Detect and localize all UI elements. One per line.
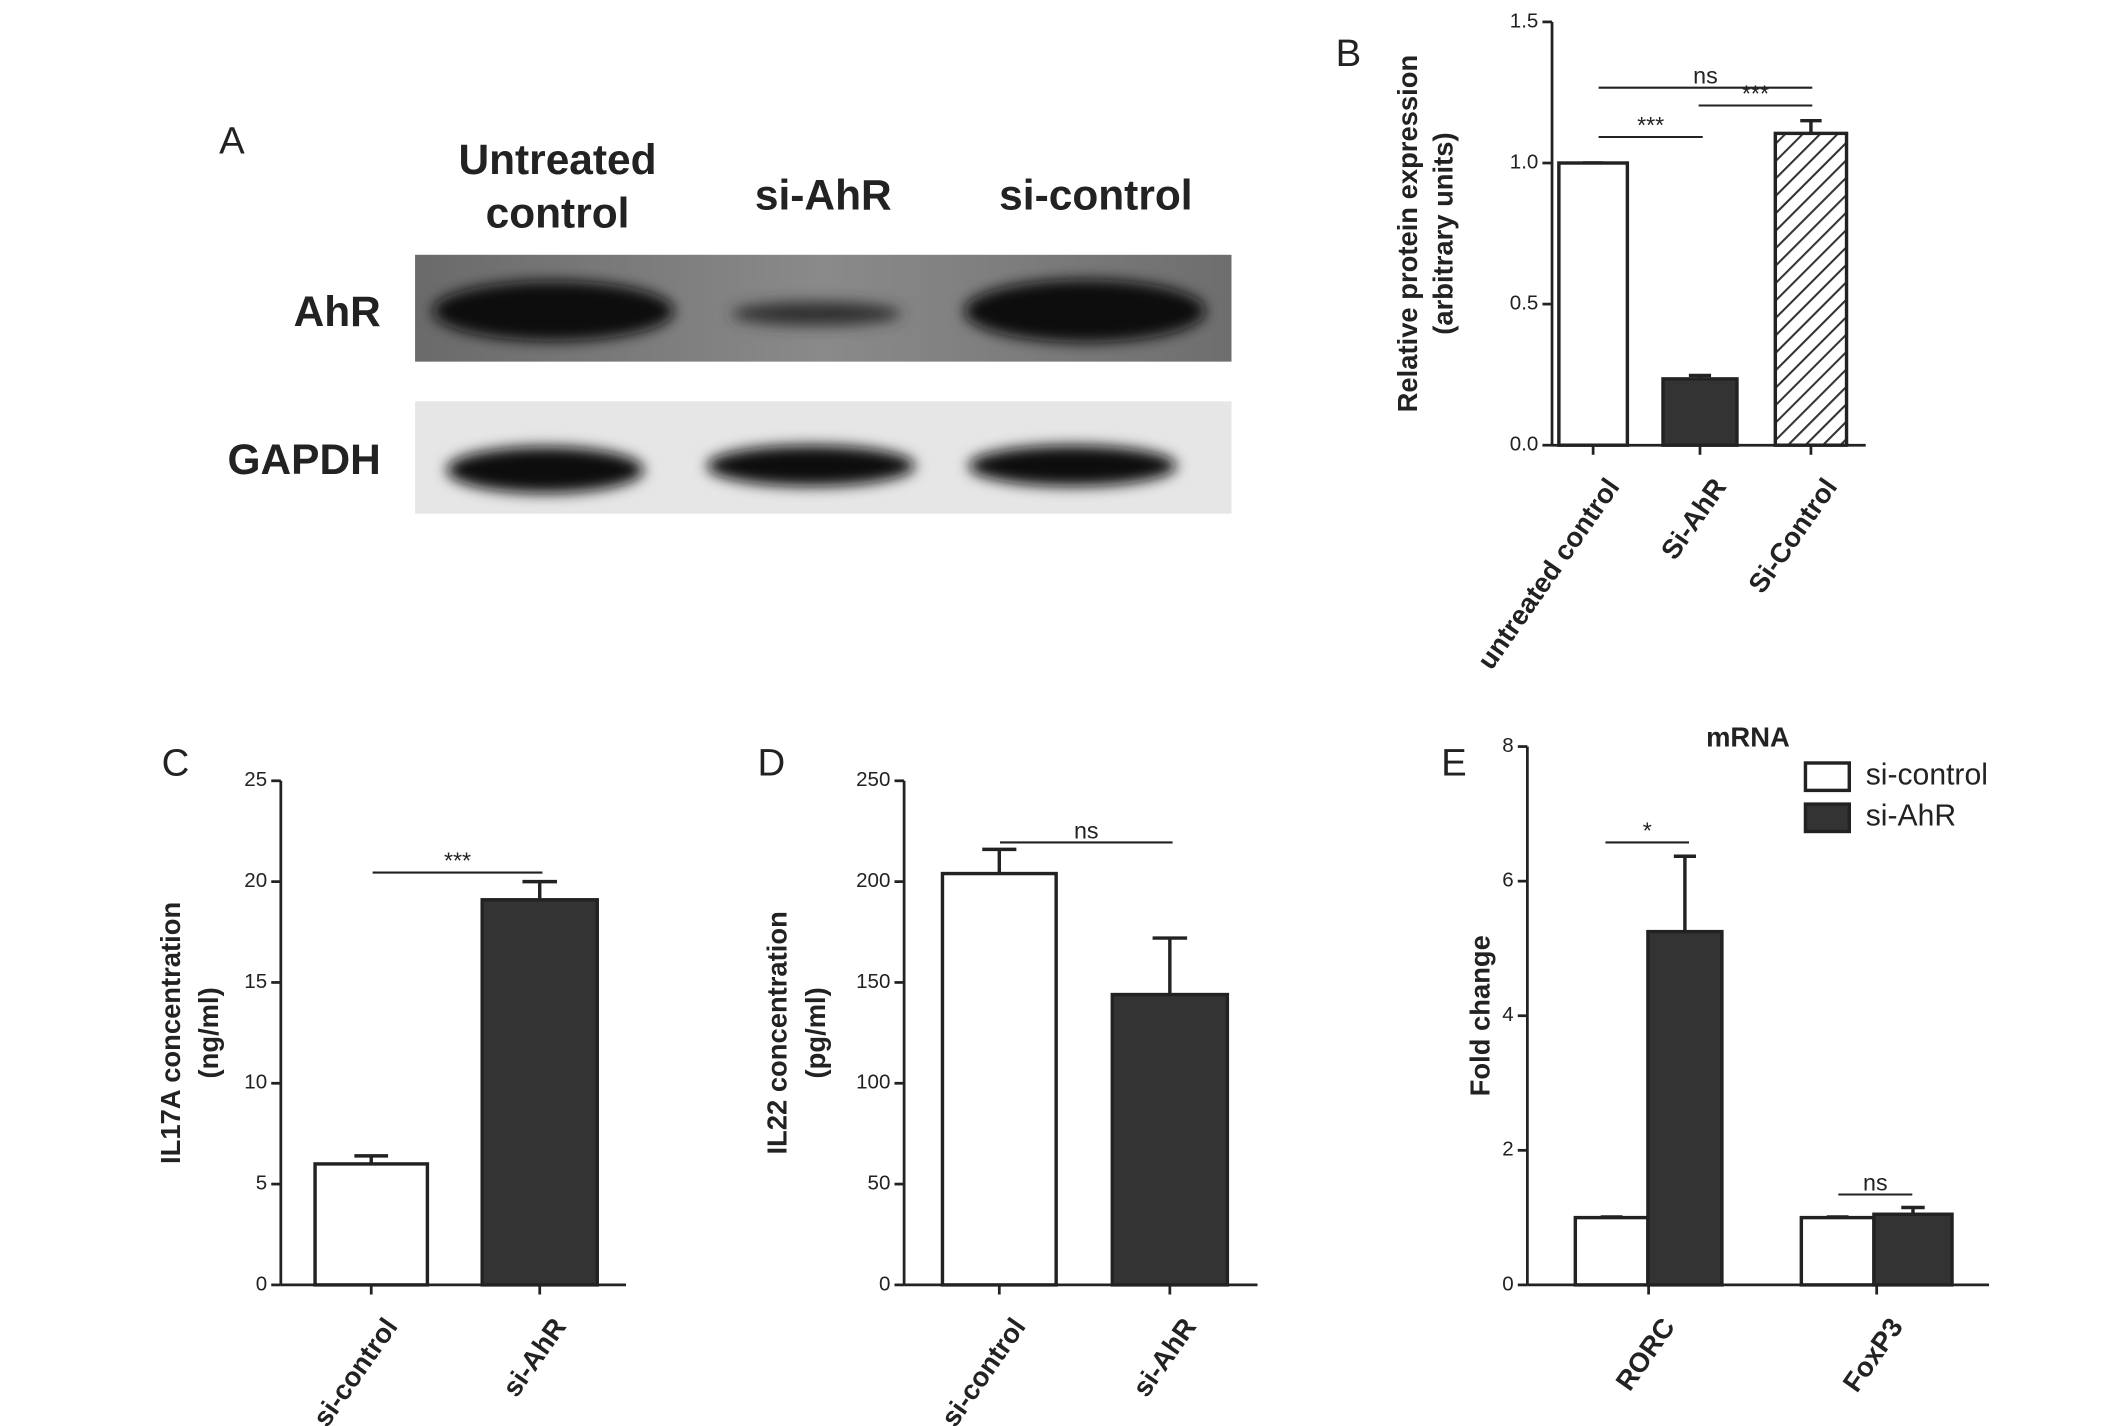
x-tick-label: Si-AhR <box>1654 472 1732 565</box>
y-tick-label: 2 <box>1502 1138 1513 1161</box>
x-tick-label: RORC <box>1609 1312 1681 1396</box>
x-tick-label: si-control <box>935 1312 1032 1426</box>
bar <box>1773 131 1849 447</box>
significance: * <box>1643 817 1652 843</box>
x-tick-label: FoxP3 <box>1836 1312 1909 1397</box>
bar <box>940 871 1058 1287</box>
lane-label: si-AhR <box>755 172 892 219</box>
x-tick-label: untreated control <box>1471 472 1626 674</box>
y-axis-label: Fold change <box>1464 935 1495 1096</box>
significance: ns <box>1693 63 1718 89</box>
bar <box>1573 1215 1650 1287</box>
y-tick-label: 150 <box>856 970 890 993</box>
bar <box>1799 1215 1876 1287</box>
y-tick-label: 0 <box>1502 1272 1513 1295</box>
panel-letter: C <box>162 741 190 784</box>
y-tick-label: 0.5 <box>1510 292 1539 315</box>
y-tick-label: 5 <box>256 1172 267 1195</box>
y-tick-label: 0 <box>879 1272 890 1295</box>
y-axis-label: Relative protein expression <box>1392 55 1423 413</box>
y-axis-label: (arbitrary units) <box>1427 132 1458 334</box>
y-tick-label: 100 <box>856 1071 890 1094</box>
y-tick-label: 6 <box>1502 869 1513 892</box>
y-tick-label: 15 <box>244 970 267 993</box>
significance: *** <box>1637 112 1664 138</box>
significance: *** <box>1742 80 1769 106</box>
error-bar <box>1673 854 1697 932</box>
error-bar <box>982 847 1017 874</box>
blot: A Untreated control si-AhR si-control Ah… <box>219 119 1232 514</box>
panel-letter: E <box>1441 741 1467 784</box>
chart-title: mRNA <box>1706 722 1790 753</box>
row-label: GAPDH <box>228 436 381 483</box>
y-tick-label: 10 <box>244 1071 267 1094</box>
y-tick-label: 0.0 <box>1510 433 1539 456</box>
bar <box>1110 992 1230 1287</box>
y-tick-label: 50 <box>868 1172 891 1195</box>
significance: ns <box>1074 817 1099 843</box>
bar <box>1661 377 1739 447</box>
panel-letter: B <box>1336 32 1362 75</box>
charts: B Relative protein expression (arbitrary u… <box>155 9 1990 1426</box>
x-tick-label: si-AhR <box>496 1312 572 1402</box>
y-axis-label: (ng/ml) <box>193 987 224 1078</box>
lane-label: Untreated <box>458 136 656 183</box>
panel-letter: A <box>219 119 245 162</box>
legend-label: si-control <box>1866 759 1988 792</box>
y-tick-label: 25 <box>244 768 267 791</box>
bar <box>1872 1212 1954 1287</box>
bar <box>480 898 599 1287</box>
lane-label: si-control <box>999 172 1192 219</box>
bar <box>1646 929 1724 1287</box>
x-tick-label: si-AhR <box>1126 1312 1202 1402</box>
y-axis-label: IL22 concentration <box>762 911 793 1154</box>
y-tick-label: 200 <box>856 869 890 892</box>
x-tick-label: Si-Control <box>1742 472 1843 598</box>
y-tick-label: 4 <box>1502 1003 1513 1026</box>
y-tick-label: 1.0 <box>1510 150 1539 173</box>
legend-swatch <box>1803 802 1851 834</box>
error-bar <box>1152 936 1188 995</box>
y-axis-label: (pg/ml) <box>800 987 831 1078</box>
y-tick-label: 250 <box>856 768 890 791</box>
y-tick-label: 20 <box>244 869 267 892</box>
error-bar <box>1800 118 1822 134</box>
legend-swatch <box>1803 761 1851 793</box>
error-bar <box>522 879 557 900</box>
bar <box>313 1162 430 1287</box>
x-tick-label: si-control <box>307 1312 404 1426</box>
significance: *** <box>444 847 471 873</box>
row-label: AhR <box>294 288 381 335</box>
lane-label: control <box>486 189 630 236</box>
panel-letter: D <box>758 741 786 784</box>
y-tick-label: 1.5 <box>1510 9 1539 32</box>
bar <box>1557 161 1630 447</box>
bands <box>432 279 1206 494</box>
y-axis-label: IL17A concentration <box>155 902 186 1164</box>
y-tick-label: 8 <box>1502 734 1513 757</box>
y-tick-label: 0 <box>256 1272 267 1295</box>
legend-label: si-AhR <box>1866 800 1956 833</box>
significance: ns <box>1863 1169 1888 1195</box>
